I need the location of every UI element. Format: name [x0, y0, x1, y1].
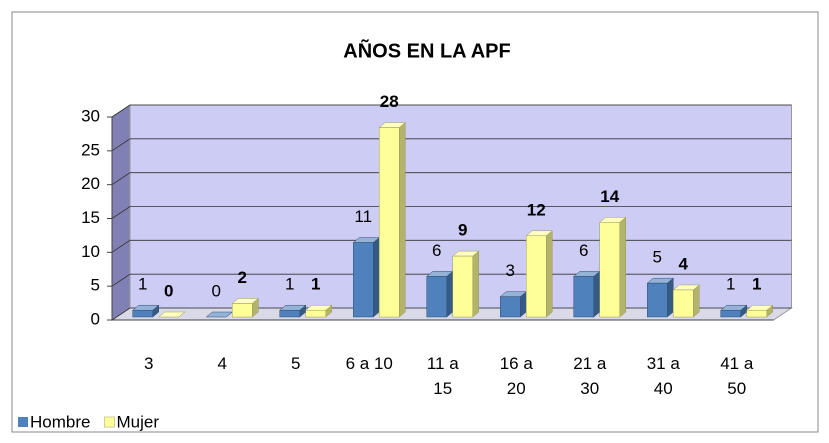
y-tick-label: 30: [81, 106, 100, 125]
data-label: 11: [354, 207, 372, 226]
bar: [305, 304, 333, 318]
data-label: 28: [380, 92, 399, 111]
bar-front: [452, 255, 473, 318]
bar-side: [593, 270, 600, 318]
data-label: 12: [527, 200, 546, 219]
x-tick-label: 5: [291, 354, 301, 373]
bar: [352, 237, 380, 318]
data-label: 2: [238, 268, 247, 287]
bar: [746, 304, 774, 318]
data-label: 14: [600, 187, 619, 206]
data-label: 0: [212, 281, 221, 300]
grid-line: [111, 138, 131, 152]
bar-front: [232, 303, 253, 318]
y-tick-label: 5: [91, 276, 100, 295]
bar-side: [472, 250, 479, 318]
bar: [378, 121, 406, 318]
chart-title: AÑOS EN LA APF: [343, 39, 510, 62]
data-label: 0: [164, 281, 173, 300]
data-label: 1: [311, 275, 320, 294]
bar-front: [746, 309, 767, 318]
bar-front: [426, 276, 447, 318]
legend-swatch: [18, 417, 28, 427]
bar-front: [647, 282, 668, 318]
data-label: 1: [752, 275, 761, 294]
legend-swatch: [103, 416, 115, 428]
bar: [646, 277, 674, 318]
grid-line: [111, 104, 131, 118]
bar: [452, 250, 480, 318]
bar-top: [158, 311, 186, 318]
bar-front: [353, 242, 374, 318]
bar: [158, 311, 186, 318]
x-tick-label: 21 a 30: [573, 354, 607, 398]
bar-front: [500, 296, 521, 318]
data-label: 1: [138, 275, 147, 294]
bar-front: [573, 276, 594, 318]
data-label: 1: [285, 275, 294, 294]
grid-line: [111, 307, 131, 321]
x-tick-label: 4: [217, 354, 227, 373]
bar-side: [546, 230, 553, 318]
grid-line: [111, 172, 131, 185]
data-label: 1: [726, 275, 735, 294]
bar: [720, 304, 748, 318]
bar: [672, 284, 700, 318]
bar: [279, 304, 307, 318]
bar: [426, 270, 454, 318]
bar-side: [667, 277, 674, 318]
data-label: 6: [432, 241, 441, 260]
bar-side: [693, 284, 700, 318]
bar: [525, 230, 553, 318]
grid-line: [111, 206, 131, 219]
bar-side: [619, 216, 626, 318]
data-label: 3: [506, 261, 515, 280]
bar-front: [599, 222, 620, 318]
data-label: 4: [679, 254, 689, 273]
y-tick-label: 15: [81, 208, 100, 227]
bar-front: [379, 127, 400, 318]
bar: [231, 297, 259, 318]
bar-front: [720, 309, 741, 318]
y-tick-label: 25: [81, 140, 100, 159]
bar-front: [132, 309, 153, 318]
bar-front: [526, 235, 547, 318]
bar-side: [373, 237, 380, 318]
x-tick-label: 31 a 40: [646, 354, 680, 398]
data-label: 9: [458, 221, 467, 240]
bar-side: [399, 121, 406, 318]
bar: [499, 291, 527, 318]
bar: [573, 270, 601, 318]
y-tick-label: 20: [81, 174, 100, 193]
legend-label: Mujer: [116, 412, 159, 431]
bar: [132, 304, 160, 318]
x-tick-label: 11 a 15: [426, 354, 459, 398]
y-tick-label: 10: [81, 242, 100, 261]
grid-line: [111, 240, 131, 253]
x-tick-label: 3: [144, 354, 154, 373]
bar-front: [673, 289, 694, 318]
legend-label: Hombre: [30, 412, 90, 431]
y-tick-label: 0: [91, 309, 100, 328]
bar-front: [279, 309, 300, 318]
x-tick-label: 41 a 50: [720, 354, 754, 398]
data-label: 5: [653, 248, 662, 267]
grid-line: [111, 273, 131, 287]
bar-side: [446, 270, 453, 318]
data-label: 6: [579, 241, 588, 260]
x-tick-label: 6 a 10: [345, 354, 393, 373]
bar: [599, 216, 627, 318]
bar-front: [305, 309, 326, 318]
x-tick-label: 16 a 20: [499, 354, 533, 398]
